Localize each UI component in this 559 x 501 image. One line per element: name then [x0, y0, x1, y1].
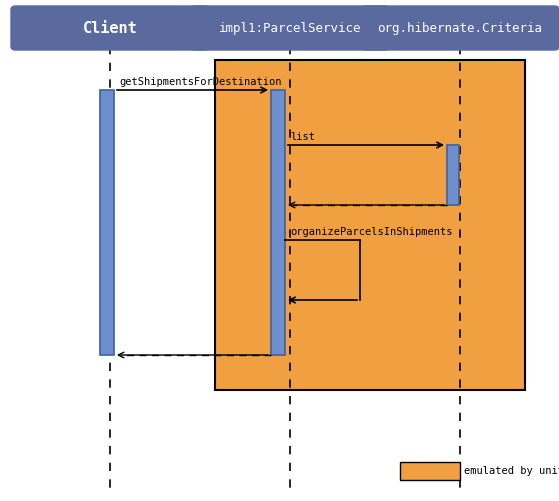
Text: emulated by unit test: emulated by unit test: [464, 466, 559, 476]
Bar: [271, 90, 285, 355]
Text: org.hibernate.Criteria: org.hibernate.Criteria: [377, 22, 542, 35]
Text: organizeParcelsInShipments: organizeParcelsInShipments: [290, 227, 452, 237]
FancyBboxPatch shape: [11, 6, 209, 50]
Bar: [100, 90, 114, 355]
Text: getShipmentsForDestination: getShipmentsForDestination: [119, 77, 282, 87]
FancyBboxPatch shape: [361, 6, 559, 50]
Bar: [447, 145, 459, 205]
FancyBboxPatch shape: [191, 6, 389, 50]
Text: Client: Client: [83, 21, 138, 36]
Bar: [400, 462, 460, 480]
Bar: [215, 60, 525, 390]
Text: list: list: [290, 132, 315, 142]
Text: impl1:ParcelService: impl1:ParcelService: [219, 22, 361, 35]
